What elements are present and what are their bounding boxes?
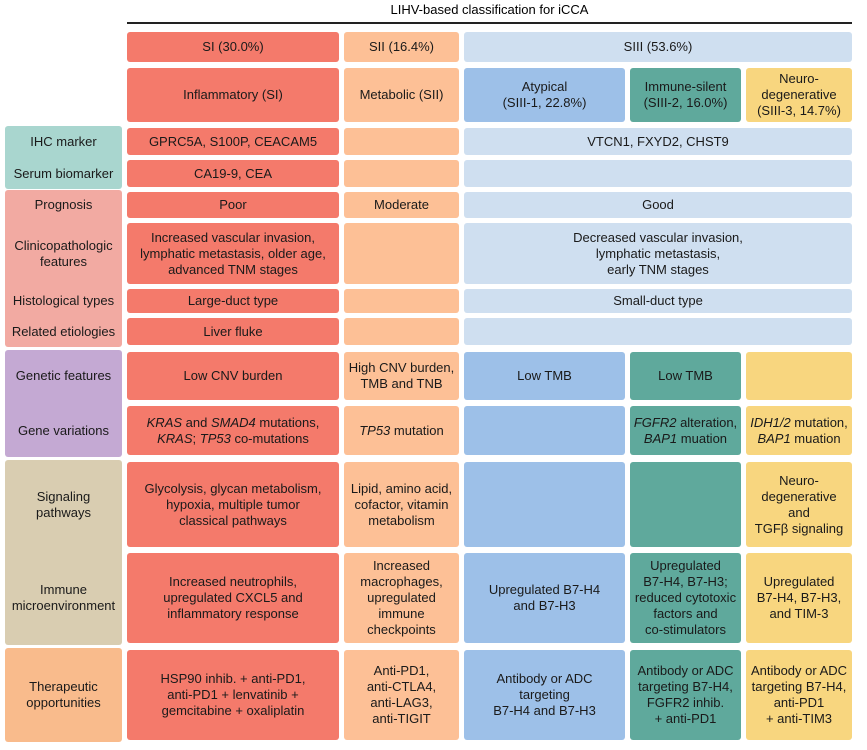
subtype-header: Neuro- degenerative (SIII-3, 14.7%) [746,68,852,122]
subtype-header: Metabolic (SII) [344,68,459,122]
cell-text: TP53 mutation [359,423,444,439]
cell: Decreased vascular invasion, lymphatic m… [464,223,852,284]
cell: FGFR2 alteration, BAP1 muation [630,406,741,455]
subtype-header: Atypical (SIII-1, 22.8%) [464,68,625,122]
cell-text: IDH1/2 mutation, BAP1 muation [750,415,848,447]
cell: Good [464,192,852,218]
empty-cell [464,160,852,187]
text-run: BAP1 [643,430,678,446]
empty-cell [630,462,741,547]
empty-cell [464,462,625,547]
empty-cell [464,318,852,345]
cell: IDH1/2 mutation, BAP1 muation [746,406,852,455]
cell: VTCN1, FXYD2, CHST9 [464,128,852,155]
cell: Moderate [344,192,459,218]
empty-cell [344,318,459,345]
cell: Low TMB [630,352,741,400]
cell: KRAS and SMAD4 mutations, KRAS; TP53 co-… [127,406,339,455]
empty-cell [746,352,852,400]
text-run: and [182,414,211,430]
cell: Upregulated B7-H4, B7-H3; reduced cytoto… [630,553,741,643]
empty-cell [464,406,625,455]
cell: TP53 mutation [344,406,459,455]
row-group [5,350,122,457]
row-label: Signaling pathways [36,488,91,520]
subtype-header: Immune-silent (SIII-2, 16.0%) [630,68,741,122]
text-run: mutations, [259,414,320,430]
row-label: Serum biomarker [13,165,114,181]
group-header: SIII (53.6%) [464,32,852,62]
cell: Large-duct type [127,289,339,313]
cell: Antibody or ADC targeting B7-H4, FGFR2 i… [630,650,741,740]
cell: Glycolysis, glycan metabolism, hypoxia, … [127,462,339,547]
row-label: Prognosis [34,197,93,212]
cell: Lipid, amino acid, cofactor, vitamin met… [344,462,459,547]
row-group [5,460,122,645]
cell: GPRC5A, S100P, CEACAM5 [127,128,339,155]
row-label: Gene variations [17,422,110,438]
cell: High CNV burden, TMB and TNB [344,352,459,400]
row-group [5,190,122,347]
row-label: Histological types [12,293,115,308]
text-run: FGFR2 [633,414,677,430]
empty-cell [344,128,459,155]
row-label: Therapeutic opportunities [26,679,101,710]
cell: Upregulated B7-H4, B7-H3, and TIM-3 [746,553,852,643]
title: LIHV-based classification for iCCA [390,2,589,17]
row-label: Clinicopathologic features [14,237,113,269]
empty-cell [344,160,459,187]
cell: HSP90 inhib. + anti-PD1, anti-PD1 + lenv… [127,650,339,740]
text-run: alteration, [680,414,738,430]
cell: Small-duct type [464,289,852,313]
text-run: TP53 [359,422,391,438]
text-run: SMAD4 [210,414,256,430]
cell: Anti-PD1, anti-CTLA4, anti-LAG3, anti-TI… [344,650,459,740]
text-run: TP53 [199,430,231,446]
text-run: ; [192,430,200,446]
text-run: mutation, [794,414,848,430]
cell: Liver fluke [127,318,339,345]
cell-text: KRAS and SMAD4 mutations, KRAS; TP53 co-… [147,415,320,447]
text-run: IDH1/2 [750,414,791,430]
cell: Antibody or ADC targeting B7-H4, anti-PD… [746,650,852,740]
text-run: BAP1 [757,430,791,446]
cell: CA19-9, CEA [127,160,339,187]
row-label: IHC marker [30,133,97,149]
cell: Increased vascular invasion, lymphatic m… [127,223,339,284]
group-header: SII (16.4%) [344,32,459,62]
text-run: mutation [390,422,444,438]
cell: Low TMB [464,352,625,400]
cell: Poor [127,192,339,218]
empty-cell [344,223,459,284]
cell: Increased macrophages, upregulated immun… [344,553,459,643]
text-run: KRAS [157,430,193,446]
row-label: Genetic features [15,368,112,383]
row-group [5,126,122,189]
cell: Increased neutrophils, upregulated CXCL5… [127,553,339,643]
cell: Low CNV burden [127,352,339,400]
row-label: Related etiologies [11,323,116,339]
text-run: muation [790,430,841,446]
cell-text: FGFR2 alteration, BAP1 muation [634,415,737,447]
row-group [5,648,122,742]
cell: Antibody or ADC targeting B7-H4 and B7-H… [464,650,625,740]
empty-cell [344,289,459,313]
row-label: Immune microenvironment [11,582,116,613]
text-run: muation [677,430,728,446]
cell: Neuro- degenerative and TGFβ signaling [746,462,852,547]
text-run: co-mutations [230,430,309,446]
group-header: SI (30.0%) [127,32,339,62]
text-run: KRAS [146,414,183,430]
subtype-header: Inflammatory (SI) [127,68,339,122]
cell: Upregulated B7-H4 and B7-H3 [464,553,625,643]
title-rule [127,22,852,24]
